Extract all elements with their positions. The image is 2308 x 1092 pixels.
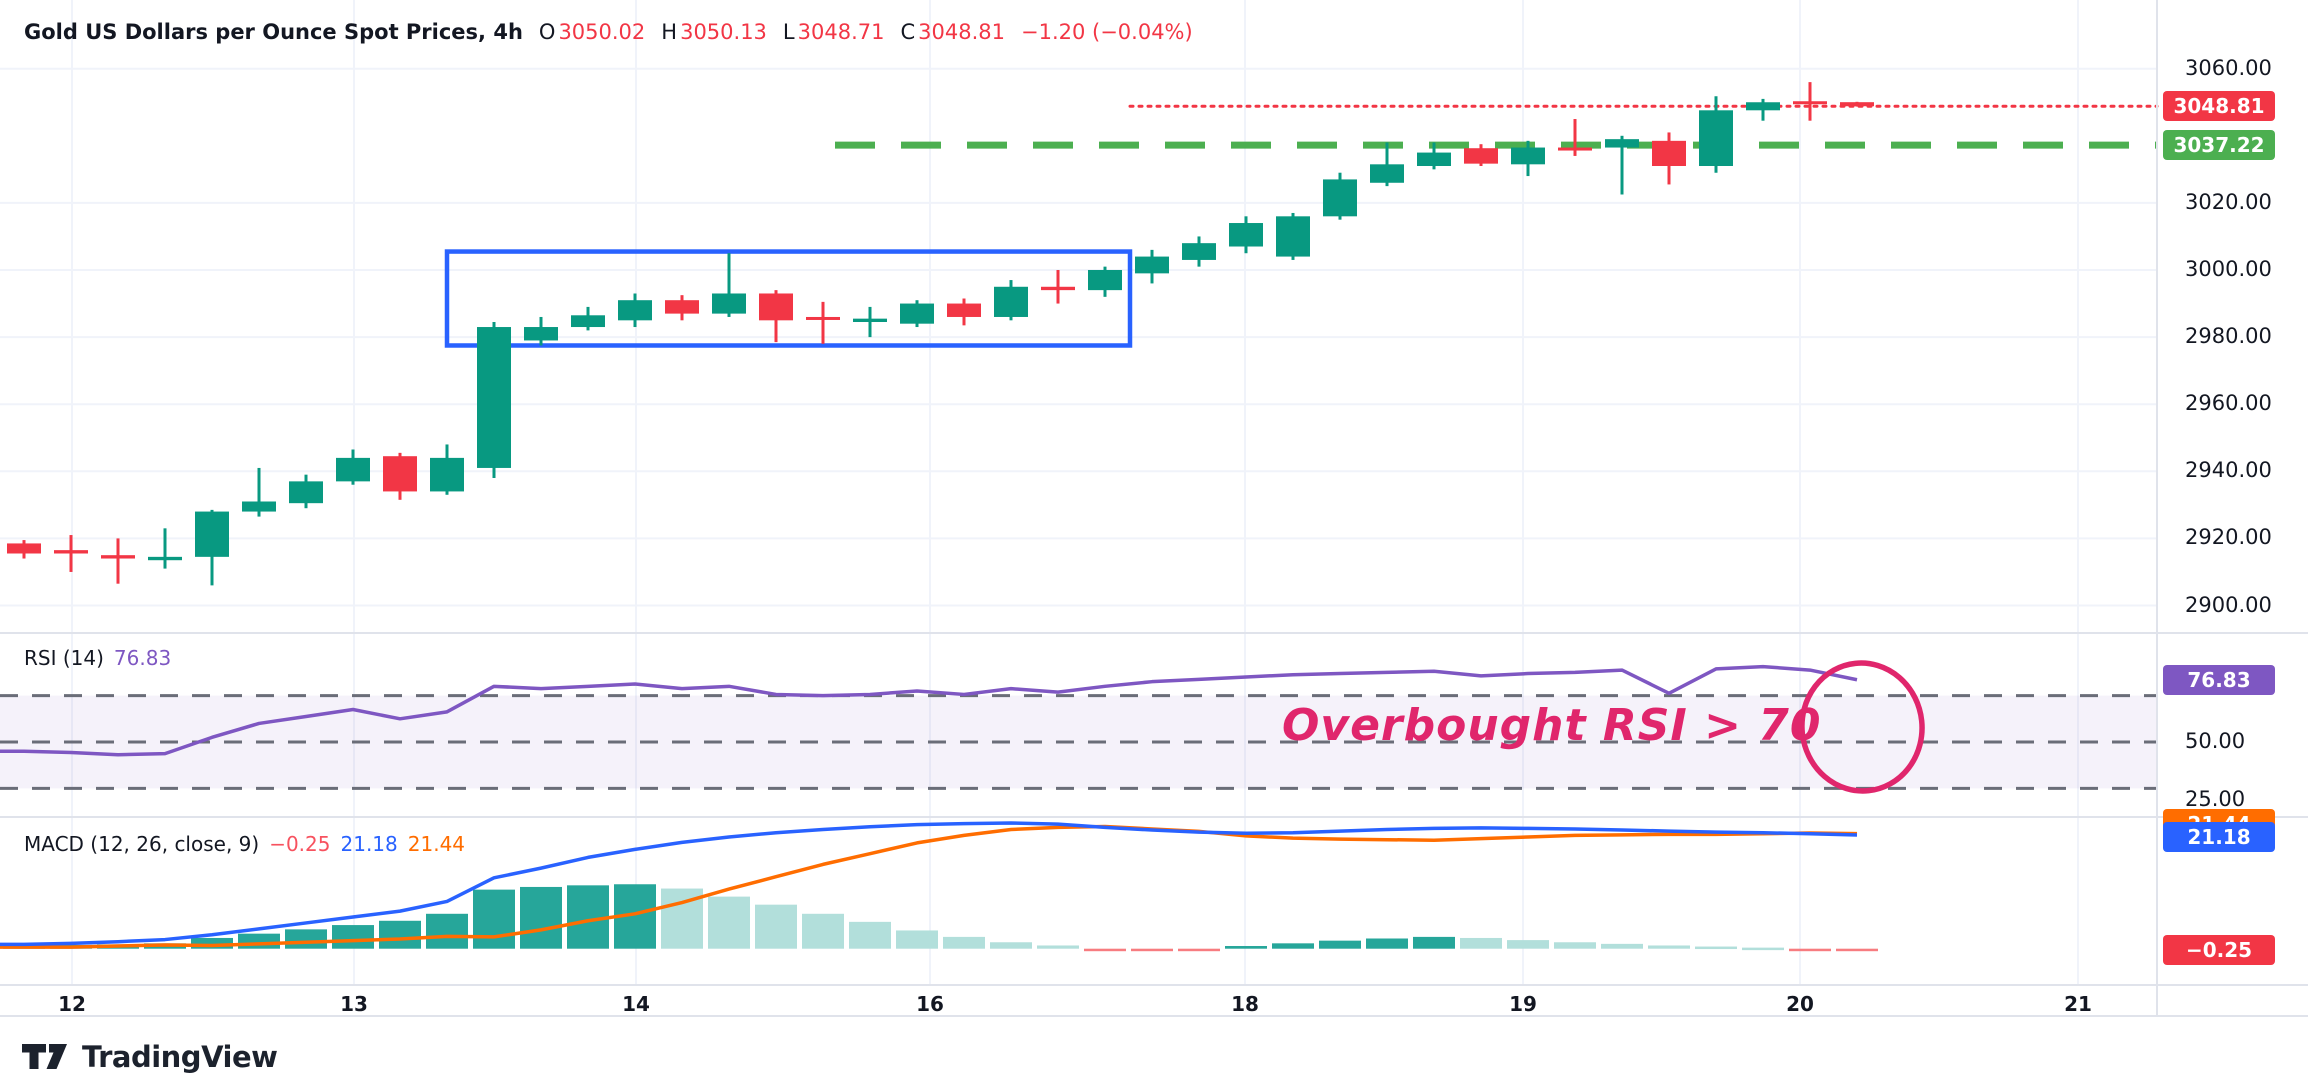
candle — [618, 293, 652, 328]
price-axis[interactable]: 3060.00 3020.00 3000.00 2980.00 2960.00 2940.… — [2157, 0, 2308, 1016]
macd-indicator-name: MACD (12, 26, close, 9) — [24, 832, 260, 856]
rsi-band — [0, 694, 2157, 790]
candle — [1276, 212, 1310, 260]
pane-separators — [0, 0, 2308, 1017]
candle — [7, 540, 41, 559]
macd-line — [0, 821, 1858, 947]
time-tick-label: 14 — [622, 992, 650, 1016]
overbought-circle-annotation[interactable] — [1796, 657, 1929, 797]
candle — [1041, 270, 1075, 304]
symbol-header: Gold US Dollars per Ounce Spot Prices, 4… — [24, 20, 1193, 44]
macd-label: MACD (12, 26, close, 9) −0.25 21.18 21.4… — [24, 832, 465, 856]
candle — [383, 452, 417, 500]
time-tick-label: 18 — [1231, 992, 1259, 1016]
candle — [1840, 101, 1874, 107]
change-value: −1.20 (−0.04%) — [1020, 20, 1193, 44]
overbought-annotation: Overbought RSI > 70 — [1282, 700, 1822, 751]
candle — [712, 253, 746, 317]
macd-signal-line — [0, 824, 1858, 949]
candle — [900, 300, 934, 328]
symbol-title: Gold US Dollars per Ounce Spot Prices, 4… — [24, 20, 523, 44]
candle — [101, 538, 135, 584]
candle — [1370, 142, 1404, 187]
macd-histogram — [3, 884, 1878, 952]
close-value: 3048.81 — [918, 20, 1005, 44]
candle — [430, 444, 464, 495]
price-tick-label: 3020.00 — [2185, 189, 2272, 214]
last-price-badge: 3048.81 — [2163, 91, 2275, 122]
price-tick-label: 3060.00 — [2185, 55, 2272, 80]
tradingview-mark-icon — [22, 1044, 67, 1069]
macd-signal-value: 21.44 — [407, 832, 466, 856]
candle — [1088, 266, 1122, 297]
candle — [1464, 144, 1498, 166]
price-tick-label: 2960.00 — [2185, 391, 2272, 416]
candle — [54, 535, 88, 572]
close-label: C — [900, 20, 916, 44]
macd-line-value: 21.18 — [340, 832, 398, 856]
candle — [1417, 142, 1451, 170]
candle — [1511, 140, 1545, 177]
open-label: O — [538, 20, 556, 44]
candle — [1135, 249, 1169, 284]
open-value: 3050.02 — [558, 20, 646, 44]
rsi-current-value: 76.83 — [113, 646, 172, 670]
rsi-indicator-name: RSI (14) — [24, 646, 104, 670]
candle — [1746, 98, 1780, 121]
tradingview-logo[interactable]: TradingView — [20, 1040, 278, 1074]
candle — [1605, 135, 1639, 195]
candle — [759, 290, 793, 343]
candle — [148, 528, 182, 569]
candle — [1323, 172, 1357, 220]
range-box-annotation[interactable] — [444, 249, 1133, 348]
candle — [1229, 216, 1263, 254]
price-tick-label: 2940.00 — [2185, 458, 2272, 483]
rsi-tick-label: 50.00 — [2185, 729, 2246, 753]
macd-hist-badge: −0.25 — [2163, 935, 2275, 966]
macd-value-badge: 21.18 — [2163, 821, 2275, 852]
rsi-label: RSI (14) 76.83 — [24, 646, 171, 670]
time-tick-label: 20 — [1786, 992, 1814, 1016]
time-tick-label: 12 — [58, 992, 86, 1016]
candle — [1793, 82, 1827, 121]
low-label: L — [782, 20, 795, 44]
rsi-value-badge: 76.83 — [2163, 664, 2275, 695]
tradingview-logo-text: TradingView — [82, 1040, 278, 1074]
candle — [477, 322, 511, 479]
macd-hist-value: −0.25 — [269, 832, 331, 856]
time-tick-label: 13 — [340, 992, 368, 1016]
rsi-tick-label: 25.00 — [2185, 787, 2246, 811]
rsi-line — [0, 664, 1858, 757]
candle — [571, 306, 605, 331]
price-tick-label: 2920.00 — [2185, 525, 2272, 550]
candle — [289, 474, 323, 509]
candle — [853, 306, 887, 338]
price-tick-label: 2980.00 — [2185, 324, 2272, 349]
time-axis[interactable]: 12 13 14 16 18 19 20 21 — [0, 988, 2157, 1022]
candle — [1699, 96, 1733, 173]
price-tick-label: 3000.00 — [2185, 257, 2272, 281]
low-value: 3048.71 — [797, 20, 885, 44]
candle — [806, 301, 840, 344]
candle — [336, 449, 370, 485]
candle — [242, 467, 276, 517]
high-label: H — [661, 20, 678, 44]
candle — [994, 280, 1028, 321]
time-tick-label: 16 — [916, 992, 944, 1016]
candles-series — [7, 82, 1874, 586]
candle — [665, 295, 699, 321]
price-level-lines — [835, 104, 2159, 149]
time-tick-label: 21 — [2064, 992, 2092, 1016]
price-tick-label: 2900.00 — [2185, 592, 2272, 617]
candle — [1558, 119, 1592, 156]
candle — [1652, 132, 1686, 185]
candle — [195, 509, 229, 586]
candle — [1182, 236, 1216, 267]
time-tick-label: 19 — [1509, 992, 1537, 1016]
candle — [947, 298, 981, 326]
candle — [524, 316, 558, 346]
high-value: 3050.13 — [680, 20, 767, 44]
level-price-badge: 3037.22 — [2163, 130, 2275, 161]
